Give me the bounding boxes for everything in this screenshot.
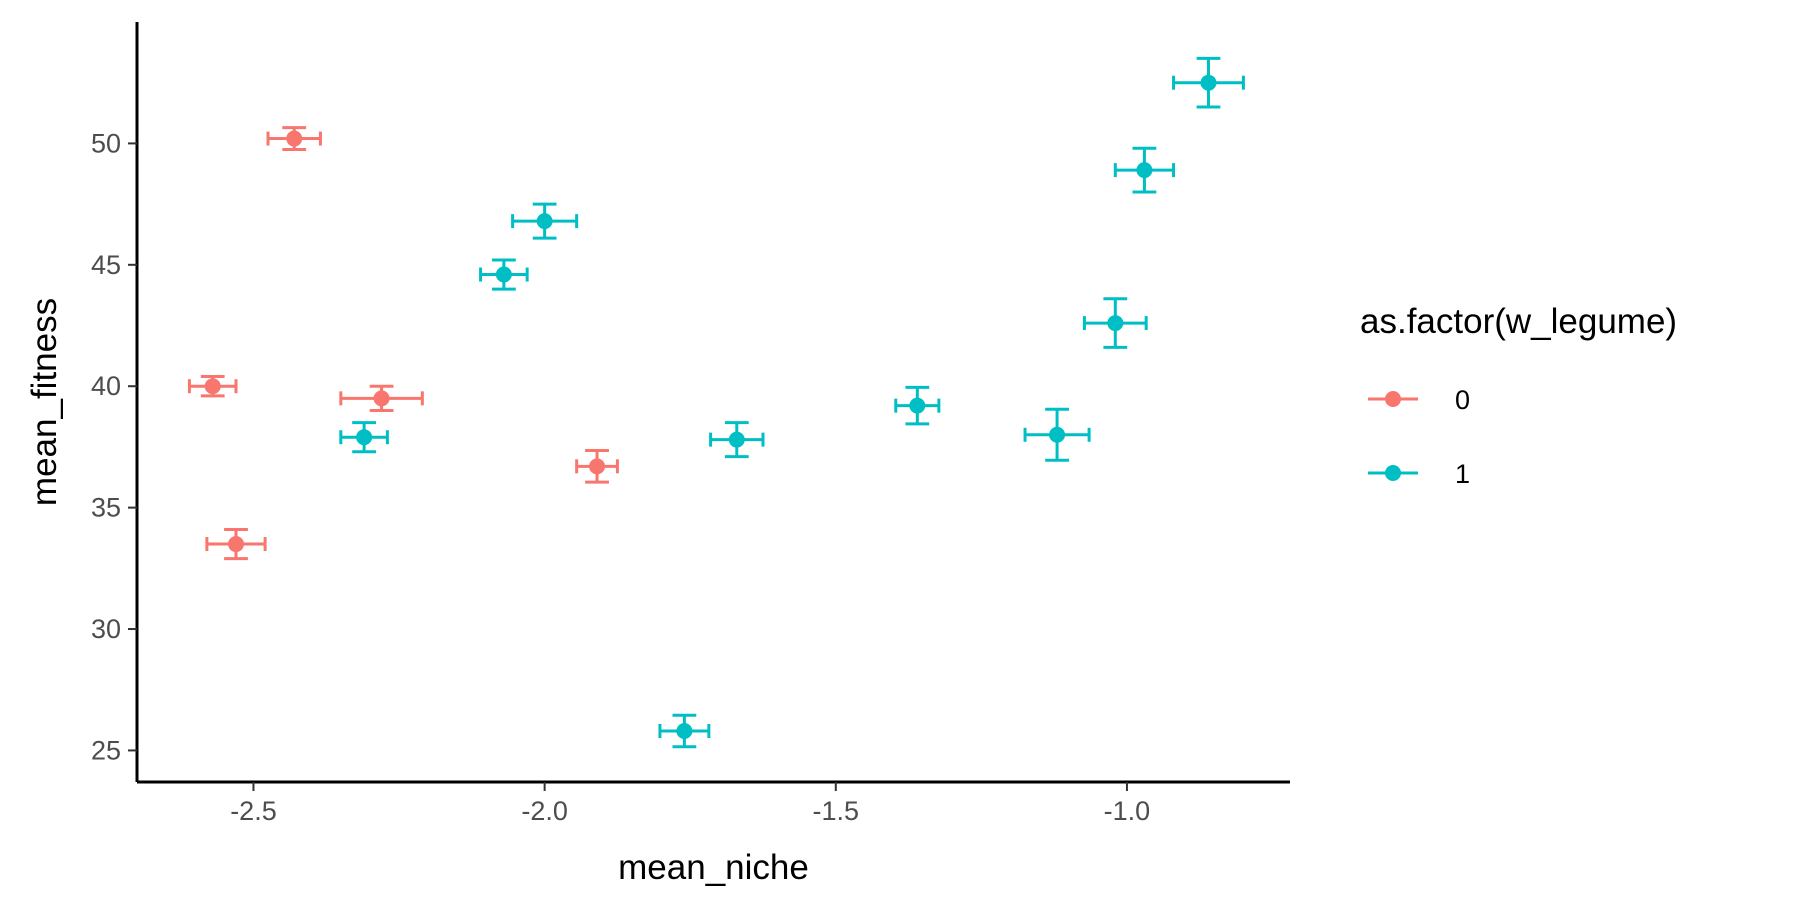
legend-item: 1: [1368, 459, 1470, 489]
y-axis-ticks: 25 30 35 40 45 50: [91, 128, 137, 765]
data-point: [728, 431, 745, 448]
data-point-group: [339, 384, 424, 412]
data-point-group: [658, 713, 711, 749]
y-tick-label: 25: [91, 735, 121, 765]
data-point-group: [575, 449, 619, 484]
data-point: [536, 213, 553, 230]
x-tick-label: -2.0: [521, 796, 568, 826]
x-tick-label: -1.5: [813, 796, 860, 826]
data-point: [589, 458, 606, 475]
data-point-group: [205, 527, 267, 561]
data-point-group: [709, 421, 765, 459]
data-point: [204, 378, 221, 395]
data-point-group: [1082, 297, 1148, 349]
data-point-group: [266, 126, 322, 151]
legend-title: as.factor(w_legume): [1360, 302, 1677, 341]
data-point-group: [1113, 146, 1176, 194]
y-tick-label: 30: [91, 614, 121, 644]
data-point-group: [1172, 56, 1245, 109]
data-point: [676, 723, 693, 740]
data-point-group: [511, 202, 579, 240]
data-point: [227, 536, 244, 553]
y-tick-label: 45: [91, 250, 121, 280]
data-point-group: [479, 258, 529, 291]
data-point: [909, 397, 926, 414]
data-point: [373, 390, 390, 407]
data-point-group: [1023, 407, 1091, 462]
data-point: [1136, 162, 1153, 179]
data-point: [286, 130, 303, 147]
legend-item: 0: [1368, 385, 1470, 415]
data-point: [356, 429, 373, 446]
data-point: [495, 266, 512, 283]
legend-key-point: [1385, 465, 1401, 481]
y-axis-title: mean_fitness: [25, 298, 64, 506]
data-point-group: [894, 385, 941, 426]
data-point: [1200, 74, 1217, 91]
x-tick-label: -2.5: [230, 796, 277, 826]
y-tick-label: 50: [91, 128, 121, 158]
y-tick-label: 35: [91, 493, 121, 523]
points-layer: [187, 56, 1245, 749]
data-point-group: [187, 375, 238, 398]
x-tick-label: -1.0: [1104, 796, 1151, 826]
data-point: [1107, 315, 1124, 332]
legend: as.factor(w_legume) 0 1: [1360, 302, 1677, 489]
legend-label: 0: [1455, 385, 1470, 415]
data-point-group: [339, 421, 389, 454]
x-axis-ticks: -2.5 -2.0 -1.5 -1.0: [230, 782, 1150, 826]
y-tick-label: 40: [91, 371, 121, 401]
x-axis-title: mean_niche: [618, 848, 809, 887]
data-point: [1049, 426, 1066, 443]
legend-label: 1: [1455, 459, 1470, 489]
legend-key-point: [1385, 391, 1401, 407]
